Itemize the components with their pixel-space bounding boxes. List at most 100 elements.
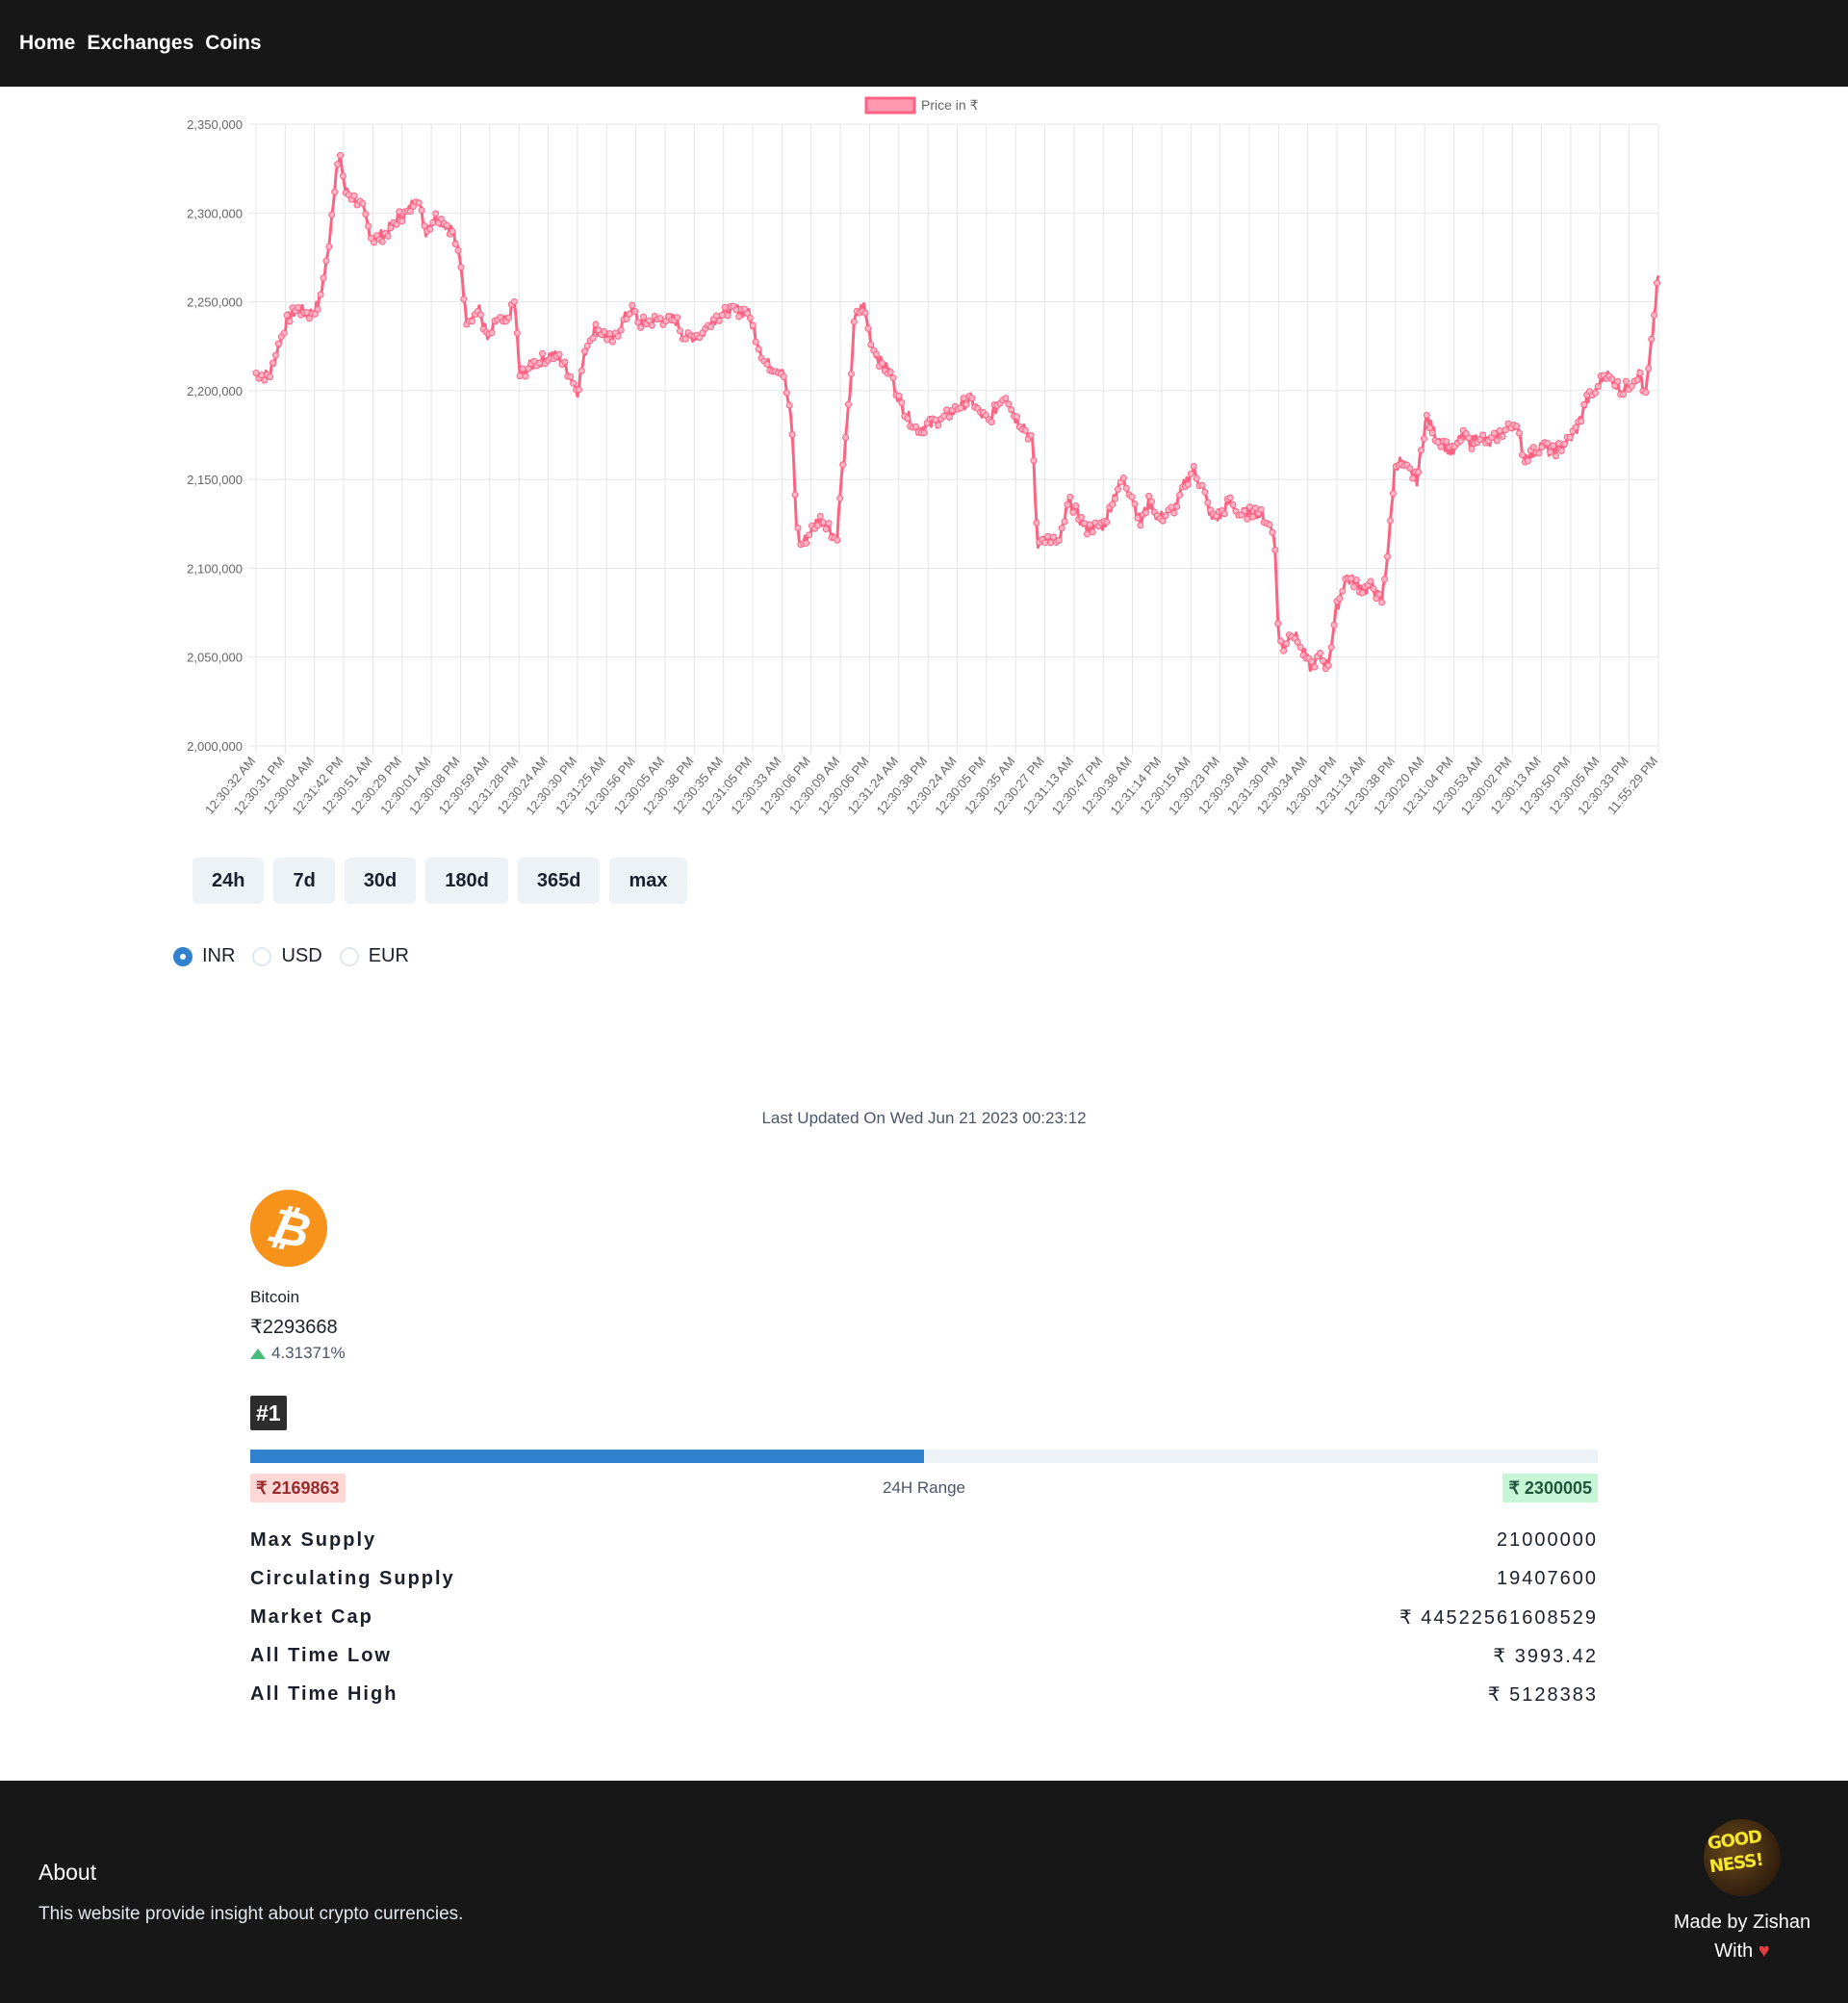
price-point <box>957 404 964 412</box>
price-point <box>1257 505 1265 513</box>
price-point <box>1249 513 1257 521</box>
price-point <box>707 323 715 331</box>
price-point <box>1324 661 1332 669</box>
price-point <box>432 210 440 218</box>
price-point <box>1406 465 1414 473</box>
price-point <box>656 315 664 322</box>
price-point <box>839 461 847 469</box>
price-point <box>476 311 484 319</box>
price-point <box>1159 517 1167 525</box>
time-btn-max[interactable]: max <box>609 858 687 904</box>
price-point <box>1642 389 1650 397</box>
nav-home-link[interactable]: Home <box>19 32 76 54</box>
price-point <box>1535 449 1543 457</box>
price-point <box>1550 442 1557 449</box>
range-high-badge: ₹ 2300005 <box>1502 1474 1598 1502</box>
price-point <box>752 338 759 346</box>
price-point <box>429 218 437 226</box>
time-btn-7d[interactable]: 7d <box>273 858 335 904</box>
price-point <box>785 401 793 409</box>
price-point <box>718 311 726 319</box>
price-point <box>1046 539 1054 547</box>
price-point <box>359 199 367 207</box>
coin-name: Bitcoin <box>250 1288 300 1306</box>
price-point <box>1317 649 1324 656</box>
price-point <box>1367 578 1374 585</box>
price-point <box>460 295 468 303</box>
price-point <box>1516 429 1524 437</box>
price-point <box>836 495 844 502</box>
price-point <box>1553 452 1560 460</box>
legend-label: Price in ₹ <box>921 97 979 113</box>
footer-about-text: This website provide insight about crypt… <box>38 1904 464 1924</box>
nav-exchanges-link[interactable]: Exchanges <box>87 32 194 54</box>
radio-usd[interactable] <box>252 946 272 966</box>
price-point <box>681 335 689 343</box>
price-point <box>1021 426 1029 434</box>
price-point <box>1137 522 1144 529</box>
radio-eur[interactable] <box>339 946 359 966</box>
price-point <box>1170 509 1178 517</box>
time-btn-365d[interactable]: 365d <box>517 858 601 904</box>
price-point <box>1280 647 1288 655</box>
price-point <box>1128 493 1136 501</box>
price-point <box>592 321 600 328</box>
price-point <box>1086 521 1093 528</box>
price-point <box>676 327 683 335</box>
nav-coins-link[interactable]: Coins <box>205 32 262 54</box>
last-updated-text: Last Updated On Wed Jun 21 2023 00:23:12 <box>761 1109 1087 1127</box>
price-point <box>1513 423 1521 430</box>
price-point <box>932 416 939 424</box>
radio-inr[interactable] <box>173 946 192 966</box>
coin-price: ₹2293668 <box>250 1317 338 1338</box>
price-point <box>1493 437 1501 445</box>
stat-row-market-cap: Market Cap ₹ 44522561608529 <box>250 1598 1598 1636</box>
price-point <box>1008 406 1015 414</box>
time-btn-180d[interactable]: 180d <box>425 858 508 904</box>
price-point <box>350 192 358 199</box>
price-point <box>570 379 578 387</box>
price-point <box>1049 533 1057 541</box>
price-point <box>1080 520 1088 527</box>
price-point <box>1246 503 1254 511</box>
price-point <box>1027 431 1035 439</box>
time-btn-30d[interactable]: 30d <box>344 858 417 904</box>
price-point <box>1296 643 1304 651</box>
price-point <box>1633 376 1641 384</box>
price-point <box>328 211 336 218</box>
price-point <box>303 309 311 317</box>
currency-option-eur[interactable]: EUR <box>339 945 409 967</box>
stats-list: Max Supply 21000000 Circulating Supply 1… <box>250 1521 1598 1713</box>
price-point <box>1269 528 1276 536</box>
price-point <box>763 360 771 368</box>
price-point <box>1277 637 1285 645</box>
currency-option-inr[interactable]: INR <box>173 945 235 967</box>
price-point <box>1187 470 1194 477</box>
price-point <box>1578 418 1585 425</box>
currency-option-usd[interactable]: USD <box>252 945 322 967</box>
price-point <box>274 340 282 347</box>
price-point <box>822 526 830 533</box>
price-point <box>317 291 324 298</box>
price-point <box>365 222 372 230</box>
price-point <box>935 422 942 429</box>
price-point <box>1580 400 1588 408</box>
price-point <box>398 218 406 225</box>
price-point <box>286 318 294 325</box>
price-point <box>861 309 869 317</box>
price-point <box>1499 432 1506 440</box>
price-point <box>889 374 897 382</box>
stat-value: 21000000 <box>1497 1528 1598 1551</box>
time-btn-24h[interactable]: 24h <box>192 858 265 904</box>
price-point <box>813 522 821 529</box>
price-point <box>1244 515 1251 523</box>
footer-about-title: About <box>38 1860 97 1885</box>
price-point <box>454 246 462 254</box>
price-point <box>834 536 841 544</box>
price-point <box>1271 546 1279 553</box>
price-point <box>886 369 894 376</box>
stat-value: 19407600 <box>1497 1567 1598 1589</box>
legend-swatch <box>864 96 916 115</box>
stat-value: ₹ 44522561608529 <box>1399 1606 1598 1629</box>
price-point <box>721 303 729 311</box>
